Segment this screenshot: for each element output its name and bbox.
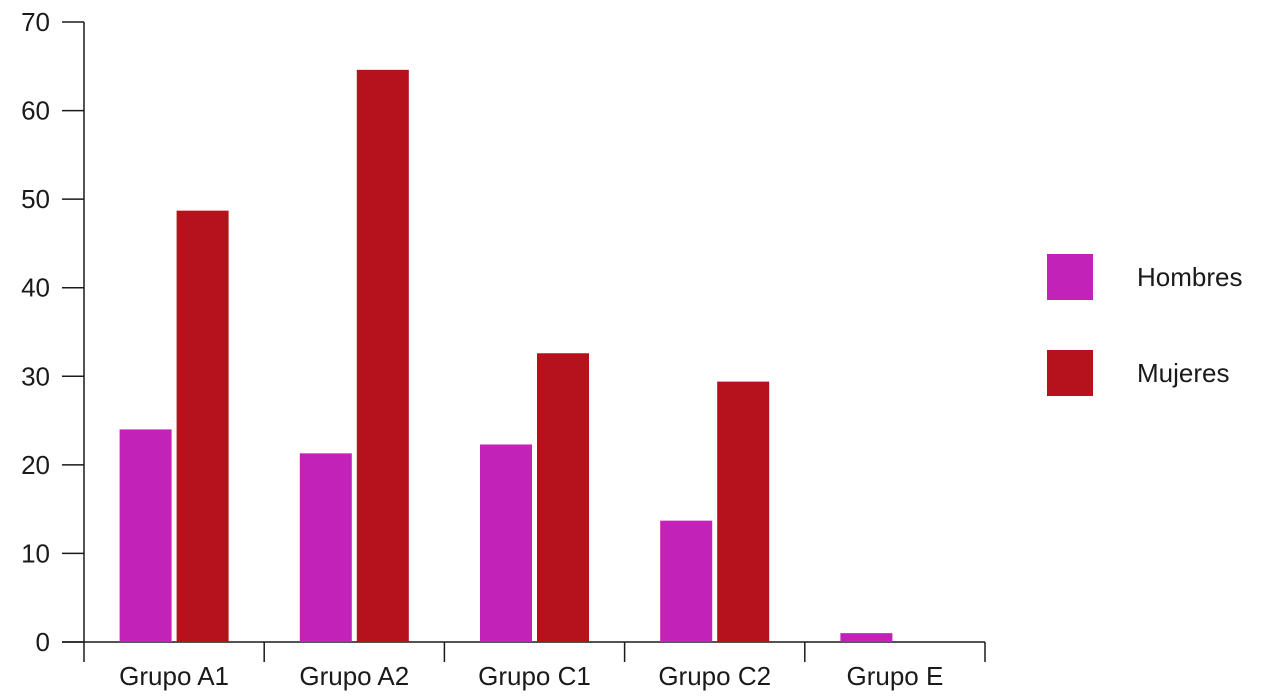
bar-mujeres [356,69,409,643]
y-tick-label: 0 [36,627,50,657]
bar-mujeres [176,210,229,642]
legend: Hombres Mujeres [1047,254,1242,396]
legend-swatch [1047,254,1093,300]
bar-hombres [660,520,713,642]
x-axis: Grupo A1 Grupo A2 Grupo C1 Grupo C2 Grupo E [62,641,986,691]
y-axis: 0 10 20 30 40 50 60 70 [21,7,85,657]
legend-label: Hombres [1137,262,1242,292]
x-category-label: Grupo A2 [299,661,409,691]
bar-hombres [480,444,532,642]
x-category-label: Grupo A1 [119,661,229,691]
y-tick-label: 40 [21,273,50,303]
x-category-label: Grupo C1 [478,661,591,691]
legend-swatch [1047,350,1093,396]
y-tick-label: 20 [21,450,50,480]
bar-hombres [299,453,352,642]
x-category-label: Grupo E [846,661,943,691]
y-tick-label: 50 [21,184,50,214]
x-category-label: Grupo C2 [658,661,771,691]
y-tick-label: 10 [21,538,50,568]
y-tick-label: 30 [21,361,50,391]
y-tick-label: 70 [21,7,50,37]
bar-hombres [119,429,172,642]
y-tick-label: 60 [21,96,50,126]
bar-mujeres [717,381,770,642]
bars [119,69,893,643]
bar-mujeres [537,353,589,642]
bar-hombres [840,633,893,642]
legend-label: Mujeres [1137,358,1229,388]
